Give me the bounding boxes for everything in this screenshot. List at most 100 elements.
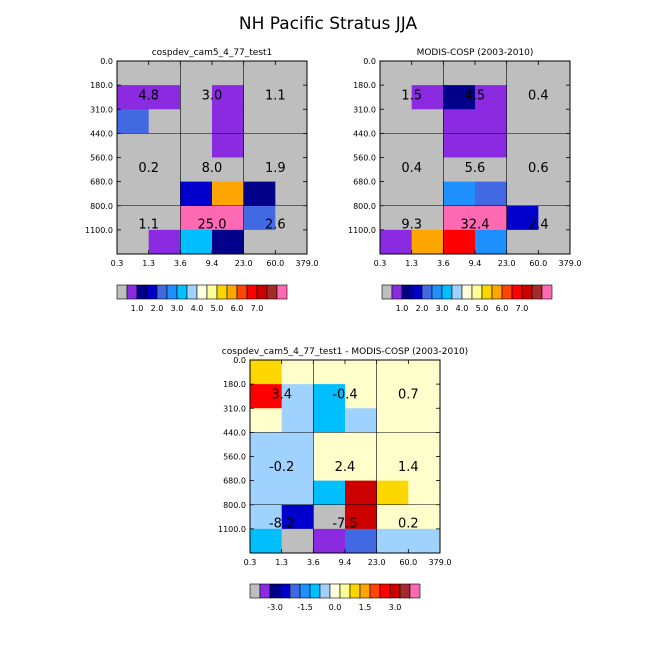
heatmap-cell [376, 456, 409, 482]
heatmap-cell [475, 157, 508, 183]
colorbar-swatch [289, 583, 301, 599]
heatmap-cell [443, 133, 476, 158]
colorbar-label: -3.0 [267, 603, 283, 612]
heatmap-cell [243, 109, 276, 134]
x-tick-label: 379.0 [296, 259, 319, 268]
heatmap-cell [281, 480, 314, 506]
heatmap-cell [408, 384, 441, 409]
heatmap-cell [506, 133, 539, 158]
x-tick-label: 23.0 [368, 558, 386, 567]
heatmap-cell [117, 61, 150, 86]
heatmap-cell [376, 480, 409, 506]
heatmap-cell [443, 181, 476, 207]
heatmap-cell [345, 528, 378, 554]
y-tick-label: 180.0 [353, 81, 376, 90]
heatmap-cell [180, 157, 213, 183]
heatmap-cell [538, 61, 571, 86]
colorbar-swatch [299, 583, 311, 599]
heatmap-cell [243, 181, 276, 207]
block-value-label: 4.8 [138, 88, 159, 103]
heatmap-cell [506, 61, 539, 86]
block-value-label: 0.7 [398, 387, 419, 402]
block-value-label: 9.3 [401, 217, 422, 232]
heatmap-cell [275, 61, 308, 86]
x-tick-label: 23.0 [235, 259, 253, 268]
x-tick-label: 9.4 [469, 259, 482, 268]
colorbar-swatch [146, 284, 158, 300]
colorbar: 1.0 2.0 3.0 4.0 5.0 6.0 7.0 [116, 284, 288, 313]
heatmap-cell [376, 504, 409, 530]
colorbar-swatch [369, 583, 381, 599]
heatmap-cell [243, 61, 276, 86]
y-tick-label: 680.0 [223, 477, 246, 486]
y-tick-label: 1100.0 [85, 226, 113, 235]
colorbar-label: 2.0 [416, 304, 429, 313]
colorbar-swatch [236, 284, 248, 300]
heatmap-cell [275, 229, 308, 255]
heatmap-cell [275, 157, 308, 183]
y-tick-label: 680.0 [90, 178, 113, 187]
colorbar-swatch [186, 284, 198, 300]
heatmap-cell [506, 109, 539, 134]
heatmap-cell [212, 85, 245, 110]
heatmap-cell [345, 384, 378, 409]
heatmap-cell [506, 205, 539, 231]
heatmap-cell [408, 360, 441, 385]
colorbar-swatch [216, 284, 228, 300]
block-value-label: 0.4 [528, 88, 549, 103]
colorbar-swatch [269, 583, 281, 599]
heatmap-cell [411, 133, 444, 158]
colorbar-swatch [389, 583, 401, 599]
colorbar-swatch [359, 583, 371, 599]
heatmap-cell [212, 157, 245, 183]
heatmap-cell [380, 181, 413, 207]
colorbar-swatch [276, 284, 288, 300]
heatmap-cell [117, 181, 150, 207]
colorbar-swatch [319, 583, 331, 599]
y-tick-label: 180.0 [223, 380, 246, 389]
panel-title: cospdev_cam5_4_77_test1 - MODIS-COSP (20… [222, 347, 468, 357]
colorbar-label: 5.0 [476, 304, 489, 313]
x-tick-label: 3.6 [307, 558, 320, 567]
colorbar-swatch [391, 284, 403, 300]
heatmap-cell [506, 229, 539, 255]
heatmap-cell [411, 85, 444, 110]
colorbar-label: 1.0 [131, 304, 144, 313]
heatmap-cell [408, 504, 441, 530]
x-tick-label: 9.4 [206, 259, 219, 268]
heatmap-cell [281, 360, 314, 385]
heatmap-cell [250, 432, 283, 457]
heatmap-cell [380, 133, 413, 158]
heatmap-cell [443, 157, 476, 183]
heatmap-cell [475, 109, 508, 134]
block-value-label: 1.1 [265, 88, 286, 103]
colorbar-swatch [531, 284, 543, 300]
block-value-label: 1.4 [398, 460, 419, 475]
heatmap-cell [345, 456, 378, 482]
heatmap-cell [117, 157, 150, 183]
heatmap-cell [345, 360, 378, 385]
y-tick-label: 560.0 [90, 154, 113, 163]
block-value-label: 3.0 [202, 88, 223, 103]
x-tick-label: 9.4 [339, 558, 352, 567]
colorbar-swatch [441, 284, 453, 300]
heatmap-cell [345, 408, 378, 433]
heatmap-cell [117, 85, 150, 110]
y-tick-label: 560.0 [223, 453, 246, 462]
colorbar-swatch [136, 284, 148, 300]
heatmap-cell [380, 85, 413, 110]
block-value-label: -0.4 [332, 387, 357, 402]
heatmap-cell [212, 61, 245, 86]
colorbar-swatch [379, 583, 391, 599]
block-value-label: 2.6 [265, 217, 286, 232]
heatmap-cell [475, 181, 508, 207]
heatmap-cell [180, 229, 213, 255]
colorbar: -3.0 -1.5 0.0 1.5 3.0 [249, 583, 421, 612]
block-value-label: -0.2 [269, 460, 294, 475]
heatmap-cell [475, 85, 508, 110]
block-value-label: 0.6 [528, 161, 549, 176]
y-tick-label: 680.0 [353, 178, 376, 187]
heatmap-cell [275, 205, 308, 231]
heatmap-cell [408, 408, 441, 433]
heatmap-cell [148, 205, 181, 231]
